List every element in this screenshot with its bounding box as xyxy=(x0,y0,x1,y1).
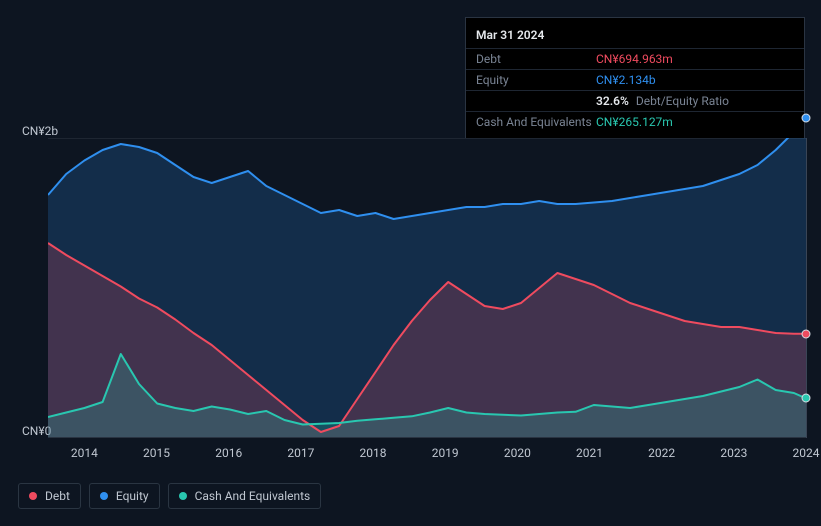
legend-label-cash: Cash And Equivalents xyxy=(195,489,311,503)
legend-dot-cash xyxy=(179,492,187,500)
legend-item-debt[interactable]: Debt xyxy=(18,483,81,509)
x-axis-label: 2020 xyxy=(504,446,531,460)
tooltip-ratio-empty-label xyxy=(476,94,596,108)
legend-dot-equity xyxy=(100,492,108,500)
tooltip-cash-value: CN¥265.127m xyxy=(596,115,794,129)
legend-dot-debt xyxy=(29,492,37,500)
x-axis-label: 2024 xyxy=(793,446,820,460)
marker-cash xyxy=(802,394,811,403)
x-axis-label: 2018 xyxy=(360,446,387,460)
tooltip-equity-value: CN¥2.134b xyxy=(596,73,794,87)
tooltip-row-debt: Debt CN¥694.963m xyxy=(466,48,804,69)
x-axis-label: 2023 xyxy=(720,446,747,460)
tooltip-row-cash: Cash And Equivalents CN¥265.127m xyxy=(466,111,804,132)
tooltip-debt-label: Debt xyxy=(476,52,596,66)
x-axis-label: 2021 xyxy=(576,446,603,460)
x-axis-label: 2022 xyxy=(648,446,675,460)
legend-item-equity[interactable]: Equity xyxy=(89,483,160,509)
tooltip-cash-label: Cash And Equivalents xyxy=(476,115,596,129)
x-axis-label: 2019 xyxy=(432,446,459,460)
chart-plot-area[interactable] xyxy=(48,138,806,438)
legend-label-equity: Equity xyxy=(116,489,149,503)
legend-label-debt: Debt xyxy=(45,489,70,503)
tooltip-ratio-value: 32.6% xyxy=(596,94,629,108)
tooltip-debt-value: CN¥694.963m xyxy=(596,52,794,66)
tooltip-row-equity: Equity CN¥2.134b xyxy=(466,69,804,90)
y-axis-label-top: CN¥2b xyxy=(22,124,58,138)
legend: Debt Equity Cash And Equivalents xyxy=(18,483,321,509)
tooltip-equity-label: Equity xyxy=(476,73,596,87)
x-axis-label: 2014 xyxy=(71,446,98,460)
y-axis-label-bottom: CN¥0 xyxy=(22,424,51,438)
x-axis-label: 2017 xyxy=(287,446,314,460)
tooltip-ratio-label: Debt/Equity Ratio xyxy=(636,94,729,108)
tooltip-ratio-value-wrap: 32.6% Debt/Equity Ratio xyxy=(596,94,794,108)
x-axis-label: 2016 xyxy=(215,446,242,460)
tooltip: Mar 31 2024 Debt CN¥694.963m Equity CN¥2… xyxy=(465,17,805,139)
chart-svg xyxy=(48,138,806,438)
tooltip-row-ratio: 32.6% Debt/Equity Ratio xyxy=(466,90,804,111)
marker-equity xyxy=(802,113,811,122)
legend-item-cash[interactable]: Cash And Equivalents xyxy=(168,483,322,509)
tooltip-date: Mar 31 2024 xyxy=(466,24,804,48)
x-axis-label: 2015 xyxy=(143,446,170,460)
chart-container: Mar 31 2024 Debt CN¥694.963m Equity CN¥2… xyxy=(0,0,821,526)
marker-debt xyxy=(802,329,811,338)
